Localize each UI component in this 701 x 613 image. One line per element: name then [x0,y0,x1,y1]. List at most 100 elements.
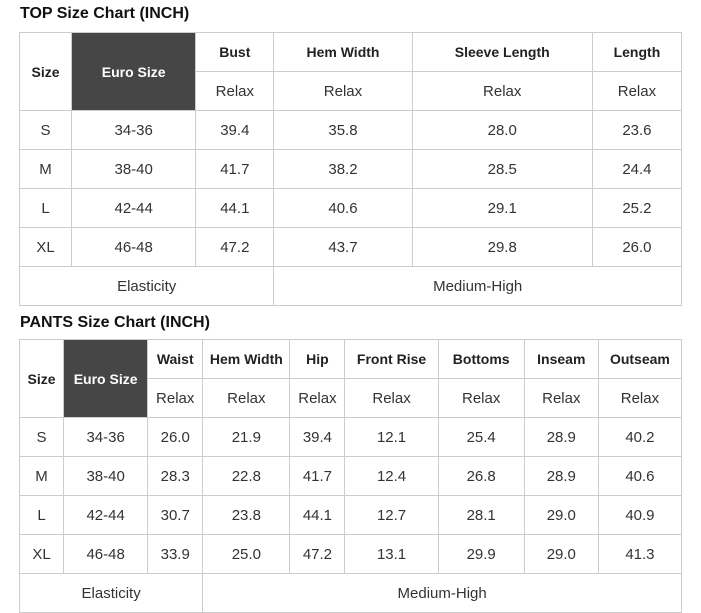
elasticity-label: Elasticity [18,573,204,613]
size-label: XL [18,227,73,267]
header-row: Size Euro Size Waist Hem Width Hip Front Rise… [18,339,683,418]
measurement-value: 30.7 [147,495,204,535]
column-header-size: Size [18,32,73,111]
fit-type-hip: Relax [289,378,346,418]
elasticity-label: Elasticity [18,266,275,306]
column-header-front-rise: Front Rise [344,339,439,379]
measurement-value: 43.7 [273,227,413,267]
euro-size-value: 38-40 [63,456,149,496]
size-label: L [18,188,73,228]
fit-type-front-rise: Relax [344,378,439,418]
fit-type-inseam: Relax [523,378,599,418]
size-row-m: M 38-40 28.3 22.8 41.7 12.4 26.8 28.9 40.6 [18,456,683,496]
measurement-value: 29.9 [437,534,525,574]
measurement-value: 41.3 [597,534,683,574]
fit-type-hem-width: Relax [202,378,291,418]
column-header-hip: Hip [289,339,346,379]
measurement-value: 26.0 [591,227,683,267]
column-header-size: Size [18,339,65,418]
top-size-chart-title: TOP Size Chart (INCH) [20,5,190,22]
euro-size-value: 34-36 [63,417,149,457]
fit-type-sleeve-length: Relax [411,71,593,111]
column-header-euro-size: Euro Size [71,32,197,111]
column-header-hem-width: Hem Width [273,32,413,72]
column-header-bottoms: Bottoms [437,339,525,379]
measurement-value: 25.0 [202,534,291,574]
column-header-outseam: Outseam [597,339,683,379]
measurement-value: 21.9 [202,417,291,457]
euro-size-value: 42-44 [63,495,149,535]
size-row-s: S 34-36 39.4 35.8 28.0 23.6 [18,110,683,150]
measurement-value: 40.9 [597,495,683,535]
pants-size-chart-title: PANTS Size Chart (INCH) [20,314,210,331]
measurement-value: 39.4 [195,110,275,150]
measurement-value: 47.2 [195,227,275,267]
measurement-value: 22.8 [202,456,291,496]
measurement-value: 28.9 [523,417,599,457]
column-header-waist: Waist [147,339,204,379]
measurement-value: 28.1 [437,495,525,535]
fit-type-length: Relax [591,71,683,111]
column-header-hem-width: Hem Width [202,339,291,379]
measurement-value: 26.0 [147,417,204,457]
size-row-s: S 34-36 26.0 21.9 39.4 12.1 25.4 28.9 40.2 [18,417,683,457]
size-label: L [18,495,65,535]
size-row-l: L 42-44 30.7 23.8 44.1 12.7 28.1 29.0 40.9 [18,495,683,535]
column-header-length: Length [591,32,683,72]
measurement-value: 25.2 [591,188,683,228]
measurement-value: 28.0 [411,110,593,150]
measurement-value: 44.1 [289,495,346,535]
fit-type-bust: Relax [195,71,275,111]
euro-size-value: 46-48 [71,227,197,267]
measurement-value: 40.6 [597,456,683,496]
elasticity-value: Medium-High [202,573,682,613]
euro-size-value: 34-36 [71,110,197,150]
column-header-bust: Bust [195,32,275,72]
euro-size-value: 42-44 [71,188,197,228]
measurement-value: 38.2 [273,149,413,189]
size-label: S [18,417,65,457]
measurement-value: 28.9 [523,456,599,496]
measurement-value: 26.8 [437,456,525,496]
measurement-value: 12.7 [344,495,439,535]
size-label: XL [18,534,65,574]
euro-size-value: 46-48 [63,534,149,574]
column-header-sleeve-length: Sleeve Length [411,32,593,72]
size-row-xl: XL 46-48 33.9 25.0 47.2 13.1 29.9 29.0 41.3 [18,534,683,574]
measurement-value: 29.0 [523,534,599,574]
measurement-value: 25.4 [437,417,525,457]
size-row-m: M 38-40 41.7 38.2 28.5 24.4 [18,149,683,189]
measurement-value: 28.5 [411,149,593,189]
size-label: S [18,110,73,150]
measurement-value: 29.8 [411,227,593,267]
top-size-chart-table: Size Euro Size Bust Hem Width Sleeve Length L… [18,32,683,306]
measurement-value: 39.4 [289,417,346,457]
top-size-chart-section: TOP Size Chart (INCH) Size Euro Size Bust H… [18,0,683,306]
measurement-value: 41.7 [289,456,346,496]
measurement-value: 40.2 [597,417,683,457]
measurement-value: 35.8 [273,110,413,150]
column-header-euro-size: Euro Size [63,339,149,418]
elasticity-row: Elasticity Medium-High [18,266,682,306]
header-row: Size Euro Size Bust Hem Width Sleeve Length L… [18,32,683,111]
fit-type-outseam: Relax [597,378,683,418]
size-row-l: L 42-44 44.1 40.6 29.1 25.2 [18,188,683,228]
measurement-value: 13.1 [344,534,439,574]
euro-size-value: 38-40 [71,149,197,189]
measurement-value: 24.4 [591,149,683,189]
measurement-value: 28.3 [147,456,204,496]
column-header-inseam: Inseam [523,339,599,379]
size-label: M [18,456,65,496]
fit-type-row: Relax Relax Relax Relax [20,71,683,111]
measurement-value: 29.0 [523,495,599,535]
fit-type-waist: Relax [147,378,204,418]
measurement-value: 12.1 [344,417,439,457]
size-label: M [18,149,73,189]
measurement-value: 47.2 [289,534,346,574]
measurement-value: 41.7 [195,149,275,189]
measurement-value: 12.4 [344,456,439,496]
pants-size-chart-table: Size Euro Size Waist Hem Width Hip Front Rise… [18,339,683,613]
measurement-value: 40.6 [273,188,413,228]
fit-type-hem-width: Relax [273,71,413,111]
